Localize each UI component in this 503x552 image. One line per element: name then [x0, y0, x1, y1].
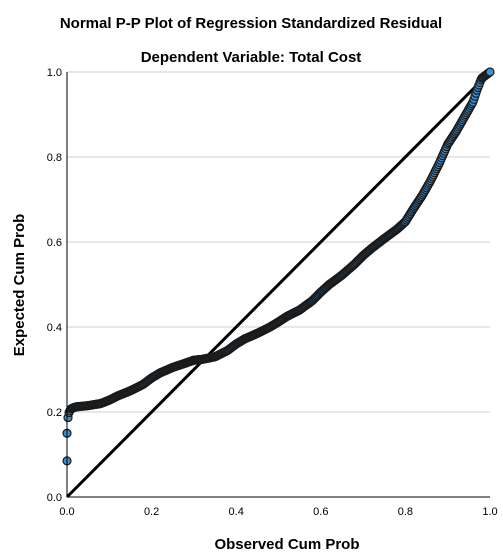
x-tick-label: 1.0: [482, 506, 497, 518]
x-axis-label: Observed Cum Prob: [214, 536, 359, 552]
y-tick-label: 0.8: [47, 152, 62, 164]
diagonal-reference-line: [65, 70, 492, 499]
x-tick-label: 0.4: [229, 506, 244, 518]
chart-title: Normal P-P Plot of Regression Standardiz…: [60, 15, 442, 32]
x-tick-label: 0.6: [313, 506, 328, 518]
tick-labels: 0.0 0.2 0.4 0.6 0.8 1.0 0.0 0.2 0.4 0.6 0.8 1.0: [47, 67, 498, 518]
y-tick-label: 0.6: [47, 237, 62, 249]
x-tick-label: 0.8: [398, 506, 413, 518]
axes: [66, 72, 490, 498]
y-tick-label: 0.4: [47, 322, 62, 334]
reference-line: [65, 70, 492, 499]
x-tick-label: 0.0: [59, 506, 74, 518]
x-tick-label: 0.2: [144, 506, 159, 518]
y-tick-label: 0.0: [47, 492, 62, 504]
residual-point: [485, 67, 495, 77]
data-points: [62, 67, 495, 466]
chart-subtitle: Dependent Variable: Total Cost: [141, 49, 362, 66]
grid-lines: [67, 71, 490, 413]
y-tick-label: 1.0: [47, 67, 62, 79]
y-axis-label: Expected Cum Prob: [11, 214, 28, 357]
y-tick-label: 0.2: [47, 407, 62, 419]
